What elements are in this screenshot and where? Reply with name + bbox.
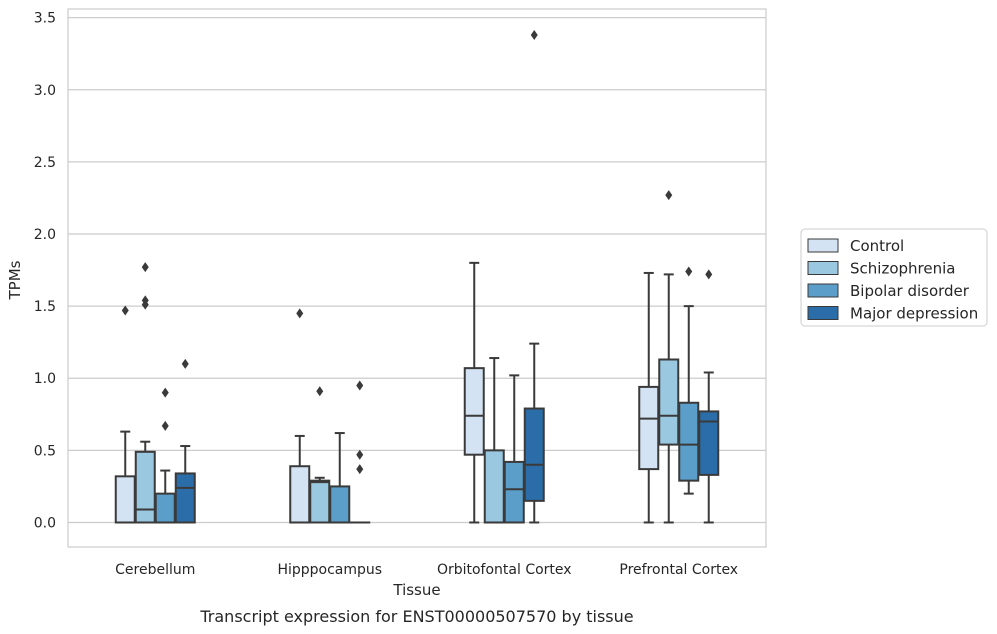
- outlier-point: [356, 380, 364, 391]
- box-body: [483, 449, 505, 524]
- outlier-point: [356, 449, 364, 460]
- box-body: [503, 460, 525, 524]
- box: [483, 357, 505, 524]
- x-tick-label: Prefrontal Cortex: [619, 562, 738, 578]
- box-body: [658, 358, 680, 446]
- box: [463, 261, 485, 524]
- x-axis-label: Tissue: [392, 581, 440, 599]
- outlier-point: [685, 266, 693, 277]
- box: [114, 305, 136, 524]
- outlier-point: [296, 308, 304, 319]
- y-tick-label: 0.5: [34, 443, 56, 459]
- box: [523, 29, 545, 524]
- legend-item: Major depression: [807, 305, 978, 323]
- box-body: [329, 485, 351, 524]
- box-body: [154, 492, 176, 524]
- box: [698, 269, 720, 524]
- box: [174, 358, 196, 524]
- box-body: [174, 472, 196, 524]
- outlier-point: [705, 269, 713, 280]
- gridlines: [68, 17, 766, 524]
- box-body: [309, 479, 331, 524]
- box: [289, 308, 311, 524]
- y-tick-label: 0.0: [34, 515, 56, 531]
- legend: Control Schizophrenia Bipolar disorder Majo…: [800, 228, 988, 327]
- legend-label: Major depression: [850, 305, 978, 323]
- box: [638, 271, 660, 524]
- outlier-point: [121, 305, 129, 316]
- x-tick-label: Orbitofontal Cortex: [437, 562, 572, 578]
- outlier-point: [141, 295, 149, 306]
- box-body: [134, 450, 156, 524]
- box: [154, 387, 176, 524]
- legend-swatch: [807, 306, 839, 320]
- legend-label: Bipolar disorder: [850, 282, 970, 300]
- box: [349, 380, 371, 524]
- x-tick-labels: Cerebellum Hipppocampus Orbitofontal Corte…: [115, 562, 738, 578]
- plot-frame: [67, 8, 767, 548]
- chart-caption: Transcript expression for ENST0000050757…: [199, 607, 633, 626]
- box: [309, 386, 331, 524]
- legend-swatch: [807, 283, 839, 298]
- outlier-point: [530, 29, 538, 40]
- boxes: [114, 29, 720, 524]
- legend-frame: [800, 228, 988, 327]
- box-body: [523, 407, 545, 502]
- outlier-point: [356, 464, 364, 475]
- y-tick-label: 3.5: [34, 11, 56, 27]
- outlier-point: [161, 420, 169, 431]
- box: [329, 432, 351, 524]
- legend-label: Control: [850, 237, 904, 255]
- box: [678, 266, 700, 495]
- outlier-point: [316, 386, 324, 397]
- y-tick-label: 1.0: [34, 371, 56, 387]
- outlier-point: [665, 190, 673, 201]
- y-tick-labels: 0.0 0.5 1.0 1.5 2.0 2.5 3.0 3.5: [34, 11, 56, 532]
- legend-item: Schizophrenia: [807, 260, 955, 278]
- legend-item: Control: [807, 237, 904, 255]
- outlier-point: [181, 358, 189, 369]
- x-tick-label: Cerebellum: [115, 562, 195, 578]
- box-body: [289, 465, 311, 524]
- y-tick-label: 1.5: [34, 299, 56, 315]
- outlier-point: [141, 262, 149, 273]
- box-body: [638, 385, 660, 471]
- y-tick-label: 2.5: [34, 155, 56, 171]
- box-body: [678, 401, 700, 482]
- legend-swatch: [807, 238, 839, 253]
- box: [134, 262, 156, 524]
- box-body: [698, 410, 720, 476]
- legend-label: Schizophrenia: [850, 260, 955, 278]
- y-tick-label: 2.0: [34, 227, 56, 243]
- box: [658, 190, 680, 524]
- legend-item: Bipolar disorder: [807, 282, 970, 300]
- y-axis-label: TPMs: [6, 260, 24, 300]
- box-body: [463, 367, 485, 456]
- y-tick-label: 3.0: [34, 83, 56, 99]
- box: [503, 374, 525, 524]
- legend-swatch: [807, 261, 839, 275]
- x-tick-label: Hipppocampus: [277, 562, 382, 578]
- outlier-point: [161, 387, 169, 398]
- box-body: [114, 475, 136, 524]
